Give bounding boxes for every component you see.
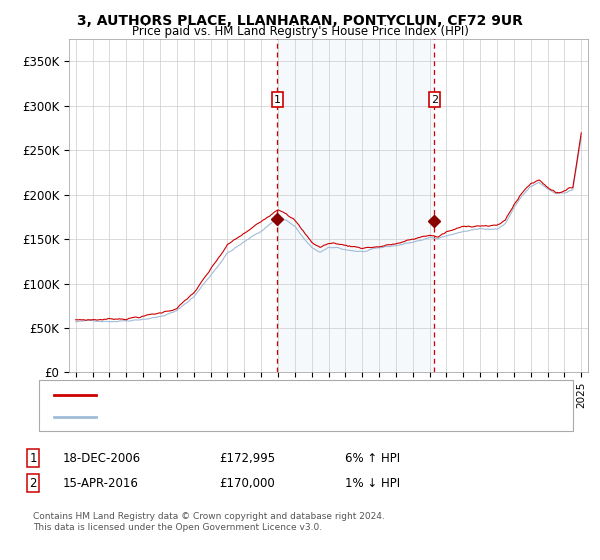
Bar (278, 39, 434, 372)
Text: HPI: Average price, detached house, Rhondda Cynon Taf: HPI: Average price, detached house, Rhon… (102, 412, 410, 422)
Text: £170,000: £170,000 (219, 477, 275, 490)
Text: 1: 1 (29, 451, 37, 465)
Text: £172,995: £172,995 (219, 451, 275, 465)
Text: Contains HM Land Registry data © Crown copyright and database right 2024.
This d: Contains HM Land Registry data © Crown c… (33, 512, 385, 532)
Text: 1: 1 (274, 95, 281, 105)
Text: 15-APR-2016: 15-APR-2016 (63, 477, 139, 490)
Text: 18-DEC-2006: 18-DEC-2006 (63, 451, 141, 465)
Text: 2: 2 (431, 95, 438, 105)
Text: Price paid vs. HM Land Registry's House Price Index (HPI): Price paid vs. HM Land Registry's House … (131, 25, 469, 38)
Text: 6% ↑ HPI: 6% ↑ HPI (345, 451, 400, 465)
Text: 3, AUTHORS PLACE, LLANHARAN, PONTYCLUN, CF72 9UR: 3, AUTHORS PLACE, LLANHARAN, PONTYCLUN, … (77, 14, 523, 28)
Text: 2: 2 (29, 477, 37, 490)
Text: 3, AUTHORS PLACE, LLANHARAN, PONTYCLUN, CF72 9UR (detached house): 3, AUTHORS PLACE, LLANHARAN, PONTYCLUN, … (102, 390, 514, 400)
Text: 1% ↓ HPI: 1% ↓ HPI (345, 477, 400, 490)
